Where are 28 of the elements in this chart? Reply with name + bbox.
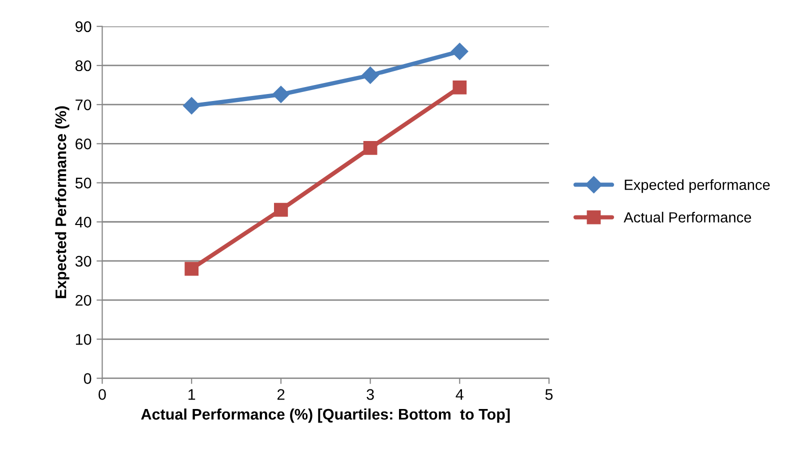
point [451,42,468,60]
point [362,66,379,84]
y-axis-title: Expected Performance (%) [55,106,70,298]
x-tick-label: 3 [366,389,374,400]
y-tick-label: 10 [76,334,92,345]
point [452,80,467,94]
x-tick-label: 2 [277,389,284,400]
y-tick-label: 0 [84,373,92,384]
point [184,262,199,276]
legend-label: Actual Performance [624,212,752,223]
y-tick-label: 30 [75,256,92,267]
y-tick-label: 60 [76,138,92,150]
x-tick-label: 4 [456,389,464,400]
y-tick-label: 90 [76,21,92,32]
y-tick-label: 50 [75,178,92,188]
x-tick-label: 0 [98,389,106,400]
x-axis-title: Actual Performance (%) [Quartiles: Bottom to Top] [141,408,510,423]
y-tick-label: 20 [76,294,92,306]
y-tick-label: 40 [75,216,92,228]
x-tick-label: 5 [545,389,553,400]
point [183,97,200,114]
point [363,141,378,155]
x-tick-label: 1 [188,389,196,400]
y-tick-label: 70 [76,99,92,110]
point [274,202,288,217]
y-tick-label: 80 [75,60,92,72]
point [272,86,290,103]
legend-label: Expected performance [624,179,770,193]
